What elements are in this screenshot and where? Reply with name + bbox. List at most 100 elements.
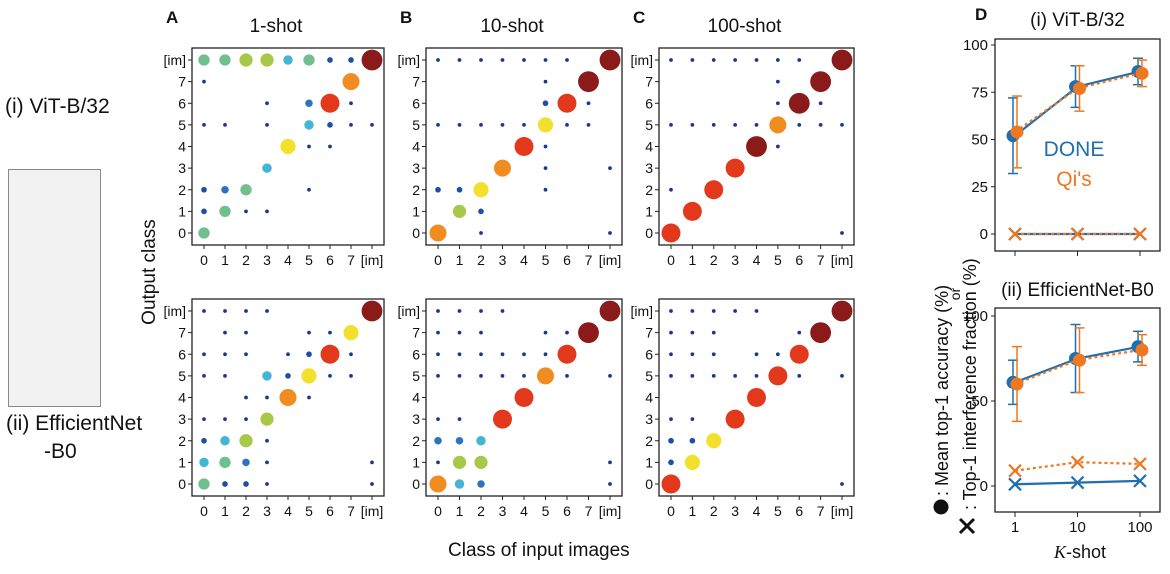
y-tick-label: 5 — [412, 117, 420, 133]
bubble-mark — [361, 49, 383, 71]
bubble-mark — [436, 330, 440, 335]
x-tick-label: 7 — [585, 252, 593, 268]
bubble-mark — [711, 352, 716, 357]
x-tick-label: 0 — [667, 252, 675, 268]
y-tick-label: [im] — [397, 52, 420, 68]
x-tick-label: [im] — [599, 252, 622, 268]
bubble-mark — [754, 58, 759, 62]
bubble-mark — [265, 460, 269, 465]
bubble-mark — [436, 417, 440, 421]
bubble-mark — [818, 101, 823, 106]
bubble-mark — [262, 371, 272, 381]
bubble-mark — [711, 309, 716, 313]
bubble-mark — [599, 300, 621, 322]
x-axis-label-kshot: K-shot — [1053, 542, 1106, 562]
x-tick-label: 1 — [456, 252, 464, 268]
x-tick-label: 4 — [520, 252, 528, 268]
bubble-mark — [797, 123, 802, 127]
bubble-mark — [522, 374, 526, 378]
ylabel-or: or — [947, 287, 963, 300]
interference-cross — [1008, 227, 1022, 241]
x-tick-label: 0 — [434, 503, 442, 519]
y-tick-label: 1 — [645, 203, 653, 219]
bubble-mark — [477, 480, 485, 488]
bubble-mark — [543, 144, 548, 149]
bubble-mark — [500, 123, 505, 127]
ylabel-dot-icon — [933, 499, 949, 515]
bubble-mark — [608, 460, 612, 465]
y-tick-label: [im] — [397, 303, 420, 319]
bubble-mark — [320, 344, 340, 364]
x-tick-label: 6 — [326, 503, 334, 519]
bubble-mark — [328, 374, 332, 378]
bubble-mark — [669, 352, 673, 357]
bubble-mark — [543, 79, 548, 84]
bubble-mark — [776, 352, 780, 357]
x-tick-label: 5 — [542, 503, 550, 519]
bubble-mark — [537, 117, 554, 133]
y-tick-label: 0 — [645, 476, 653, 492]
bubble-mark — [831, 49, 853, 71]
bubble-mark — [349, 352, 353, 357]
x-tick-label: 6 — [795, 503, 803, 519]
bubble-mark — [747, 388, 766, 407]
bubble-mark — [733, 58, 737, 62]
bubble-mark — [342, 73, 360, 91]
bubble-mark — [690, 374, 695, 378]
x-tick-label: [im] — [361, 252, 384, 268]
bubble-mark — [668, 437, 674, 444]
bubble-mark — [769, 116, 787, 134]
bubble-mark — [457, 58, 462, 62]
x-tick-label: 5 — [774, 503, 782, 519]
bubble-mark — [725, 158, 745, 178]
x-tick-label: 0 — [200, 503, 208, 519]
x-tick-label: 1 — [688, 503, 696, 519]
bubble-mark — [768, 366, 788, 386]
x-tick-label: 0 — [434, 252, 442, 268]
x-tick-label: 7 — [817, 503, 825, 519]
x-tick-label: 2 — [710, 503, 718, 519]
bubble-mark — [286, 352, 290, 357]
bubble-mark — [565, 123, 569, 127]
bubble-mark — [219, 54, 231, 66]
bubble-mark — [840, 482, 844, 486]
x-tick-label: 2 — [477, 503, 485, 519]
bubble-mark — [690, 58, 695, 62]
line-frame — [994, 307, 1161, 513]
bubble-mark — [500, 309, 505, 313]
bubble-mark — [599, 49, 621, 71]
y-tick-label: 2 — [645, 433, 653, 449]
bubble-mark — [307, 187, 311, 192]
bubble-mark — [455, 436, 464, 445]
bubble-mark — [522, 352, 526, 357]
bubble-mark — [733, 123, 737, 127]
bubble-mark — [370, 482, 374, 486]
accuracy-line — [1014, 72, 1141, 133]
bubble-mark — [661, 223, 681, 243]
x-tick-label: 1 — [688, 252, 696, 268]
y-tick-label: 0 — [645, 225, 653, 241]
y-tick-label: 2 — [178, 182, 186, 198]
bubble-mark — [202, 374, 206, 378]
y-tick-label: 1 — [412, 454, 420, 470]
bubble-mark — [776, 79, 780, 84]
y-tick-label: 5 — [178, 117, 186, 133]
bubble-mark — [522, 58, 526, 62]
bubble-mark — [669, 309, 673, 313]
y-tick-label: 0 — [178, 476, 186, 492]
bubble-mark — [243, 481, 249, 487]
y-tick-label: 2 — [412, 182, 420, 198]
bubble-mark — [457, 374, 462, 378]
bubble-mark — [260, 412, 274, 426]
y-tick-label: [im] — [630, 52, 653, 68]
bubble-mark — [327, 122, 333, 128]
y-axis-label: Output class — [139, 219, 160, 325]
accuracy-point — [1073, 353, 1086, 367]
x-tick-label: 100 — [1127, 519, 1152, 536]
y-tick-label: 100 — [963, 37, 988, 54]
y-tick-label: 3 — [412, 160, 420, 176]
bubble-mark — [479, 123, 483, 127]
y-tick-label: 2 — [412, 433, 420, 449]
bubble-mark — [789, 344, 809, 364]
accuracy-point — [1135, 343, 1149, 357]
